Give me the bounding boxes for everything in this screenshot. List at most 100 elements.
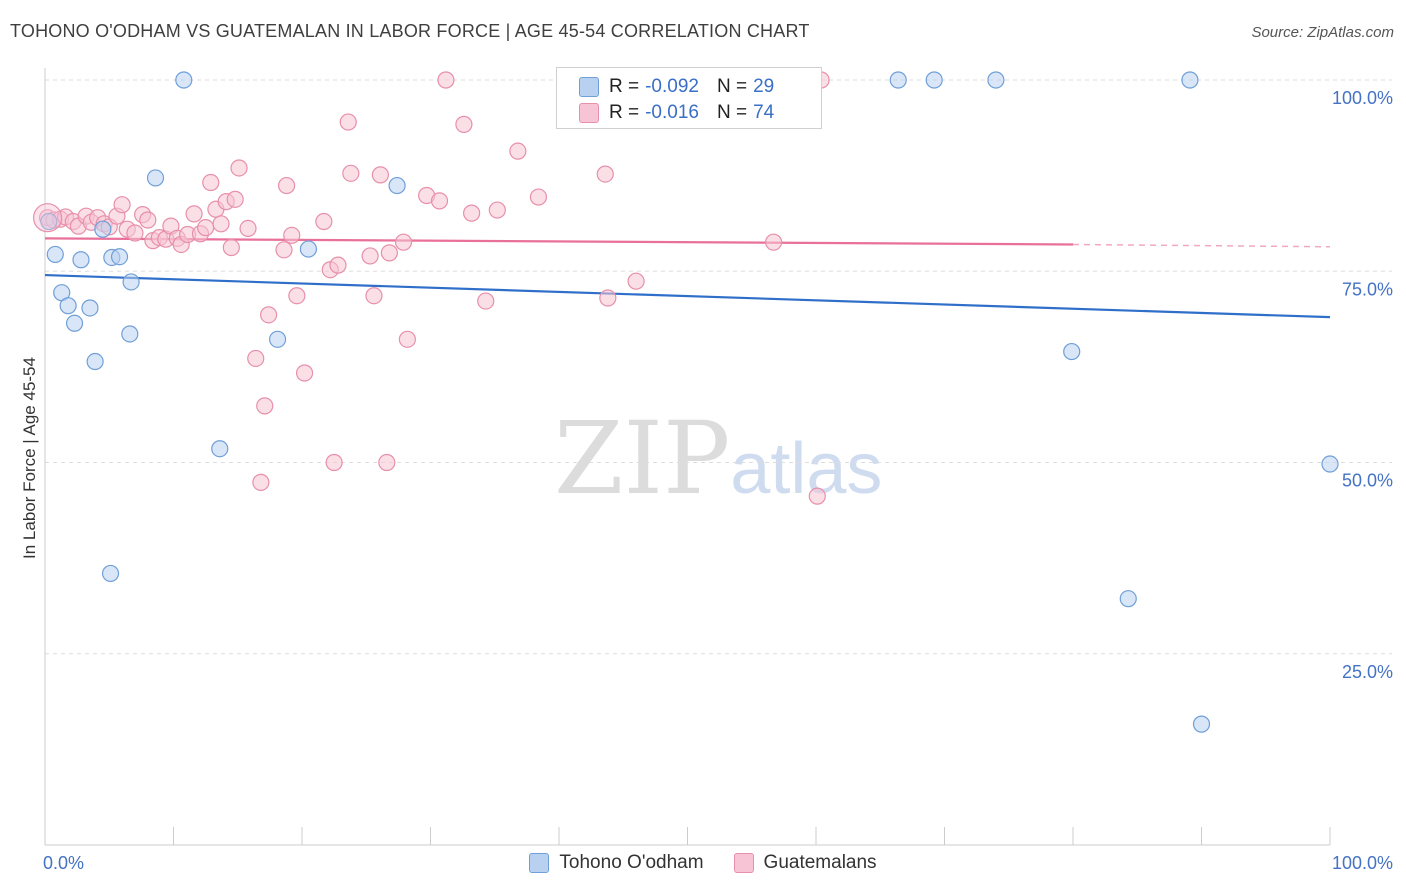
legend-n-label: N = [716, 76, 748, 97]
guatemalan-point [437, 71, 455, 89]
tohono-point [211, 440, 229, 458]
chart-title: TOHONO O'ODHAM VS GUATEMALAN IN LABOR FO… [10, 21, 810, 41]
guatemalan-trend-line [44, 237, 1074, 246]
y-tick-label: 100.0% [1332, 88, 1393, 108]
data-points [32, 71, 1339, 733]
guatemalan-point [239, 219, 257, 238]
guatemalan-point [275, 241, 293, 259]
guatemalan-point [139, 211, 157, 229]
guatemalan-point [252, 473, 270, 491]
guatemalan-point [599, 289, 617, 307]
x-tick-label: 100.0% [1332, 853, 1393, 873]
guatemalan-point [212, 215, 230, 233]
tohono-point [1063, 342, 1081, 361]
guatemalan-point [488, 201, 506, 219]
legend-n-value: 74 [753, 102, 775, 123]
legend-swatch-pink [579, 103, 599, 123]
legend-r-label: R = [609, 76, 640, 97]
tohono-point [65, 314, 84, 332]
guatemalan-cluster-point [32, 203, 63, 233]
guatemalan-point [329, 256, 347, 274]
guatemalan-point [380, 244, 398, 262]
series-legend-label: Guatemalans [763, 852, 877, 873]
guatemalan-point [361, 247, 379, 265]
tohono-point [175, 71, 193, 89]
tohono-point [925, 71, 943, 89]
guatemalan-trend-extension [1072, 243, 1331, 248]
guatemalan-point [222, 238, 240, 257]
guatemalan-point [808, 487, 826, 505]
tohono-point [121, 325, 139, 343]
tohono-point [388, 176, 406, 195]
guatemalan-point [226, 190, 244, 208]
series-legend-label: Tohono O'odham [559, 852, 704, 873]
y-tick-label: 50.0% [1342, 471, 1393, 491]
guatemalan-point [113, 196, 131, 214]
guatemalan-point [202, 173, 220, 192]
series-legend-guatemalans[interactable]: Guatemalans [733, 852, 877, 874]
guatemalan-point [339, 113, 357, 131]
tohono-point [1181, 71, 1199, 89]
legend-row-guatemalans: R = -0.016 N = 74 [579, 100, 792, 126]
guatemalan-point [126, 224, 144, 242]
guatemalan-point [378, 453, 396, 472]
legend-swatch-blue [579, 77, 599, 97]
tohono-point [146, 169, 165, 187]
y-tick-label: 25.0% [1342, 662, 1393, 682]
tohono-point [299, 240, 318, 258]
tohono-point [94, 220, 112, 238]
watermark: ZIPatlas [554, 400, 882, 517]
tohono-point [72, 251, 90, 269]
guatemalan-point [371, 166, 389, 184]
tohono-point [40, 212, 58, 231]
legend-r-value: -0.016 [645, 102, 699, 123]
guatemalan-point [627, 272, 645, 290]
guatemalan-point [430, 192, 449, 210]
tohono-trend-line [44, 273, 1331, 319]
tohono-point [122, 273, 140, 291]
legend-n-value: 29 [753, 76, 775, 97]
watermark-atlas: atlas [730, 429, 883, 509]
guatemalan-point [529, 188, 548, 206]
tohono-point [101, 564, 120, 583]
guatemalan-point [185, 205, 203, 223]
watermark-zip: ZIP [554, 400, 731, 517]
guatemalan-point [230, 159, 248, 177]
guatemalan-point [455, 115, 473, 133]
guatemalan-point [365, 287, 383, 305]
tohono-point [1119, 590, 1137, 608]
tohono-point [46, 245, 64, 264]
legend-n-label: N = [716, 102, 748, 123]
series-legend: Tohono O'odham Guatemalans [0, 852, 1406, 874]
legend-row-tohono: R = -0.092 N = 29 [579, 74, 792, 100]
guatemalan-point [277, 176, 296, 195]
source-credit: Source: ZipAtlas.com [1251, 24, 1394, 41]
guatemalan-point [325, 453, 343, 472]
series-swatch-blue [529, 853, 550, 873]
guatemalan-point [596, 165, 614, 183]
tohono-point [110, 248, 129, 266]
guatemalan-point [342, 164, 360, 182]
guatemalan-point [256, 397, 274, 415]
tohono-point [268, 330, 287, 348]
y-tick-label: 75.0% [1342, 279, 1393, 299]
tohono-point [1321, 455, 1339, 473]
trend-lines [44, 237, 1331, 319]
guatemalan-point [477, 292, 495, 310]
guatemalan-point [764, 233, 783, 251]
series-swatch-pink [733, 853, 754, 873]
guatemalan-point [247, 349, 265, 368]
tohono-point [889, 71, 907, 89]
legend-r-label: R = [609, 102, 640, 123]
x-tick-label: 0.0% [43, 853, 84, 873]
guatemalan-point [288, 287, 306, 305]
tohono-point [86, 352, 104, 371]
tohono-point [987, 71, 1005, 89]
guatemalan-point [259, 306, 278, 324]
axes [44, 68, 1331, 846]
tick-labels: 25.0% 50.0% 75.0% 100.0% 0.0% 100.0% [43, 88, 1393, 873]
series-legend-tohono[interactable]: Tohono O'odham [529, 852, 704, 874]
guatemalan-point [398, 330, 416, 348]
stats-legend: R = -0.092 N = 29 R = -0.016 N = 74 [556, 67, 822, 129]
